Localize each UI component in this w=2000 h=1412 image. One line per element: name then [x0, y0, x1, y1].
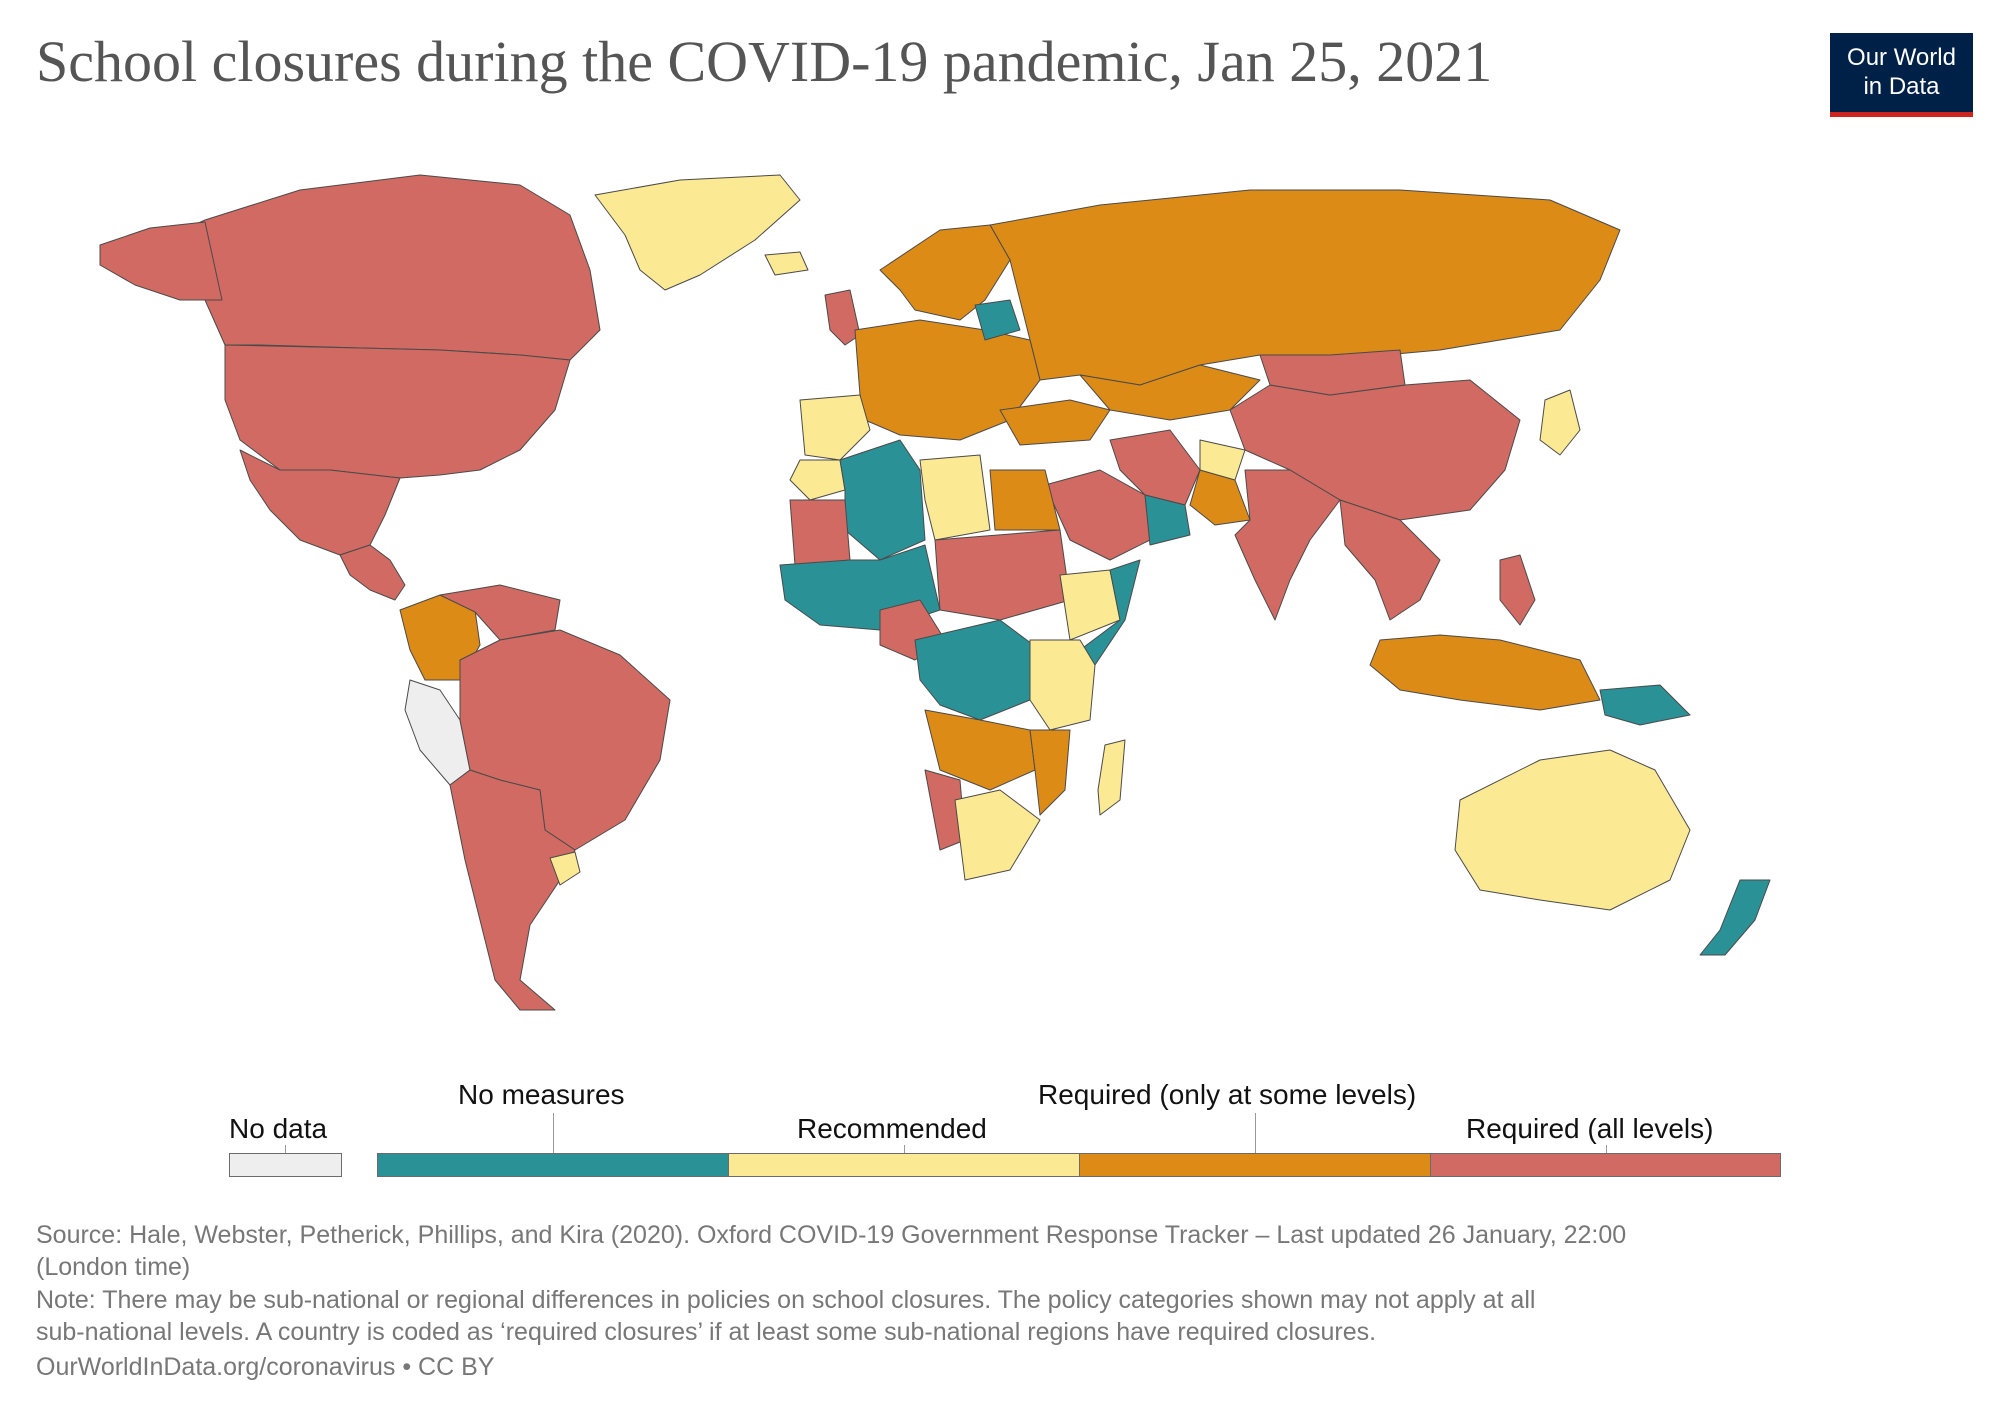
- region-mauritania[interactable]: [789, 499, 851, 566]
- region-turkey[interactable]: [999, 399, 1111, 446]
- region-scandinavia[interactable]: [879, 224, 1011, 321]
- region-east-africa[interactable]: [1029, 639, 1096, 731]
- legend-swatch-required-all[interactable]: [1430, 1153, 1781, 1177]
- region-united-kingdom[interactable]: [824, 289, 861, 346]
- region-australia[interactable]: [1454, 749, 1691, 911]
- region-belarus[interactable]: [974, 299, 1021, 341]
- region-venezuela[interactable]: [439, 584, 561, 641]
- region-algeria[interactable]: [839, 439, 926, 561]
- legend-swatch-recommended[interactable]: [728, 1153, 1080, 1177]
- region-southeast-asia[interactable]: [1339, 499, 1441, 621]
- region-new-zealand[interactable]: [1699, 879, 1771, 956]
- region-united-states[interactable]: [224, 344, 571, 479]
- map-regions: [99, 174, 1771, 1011]
- region-japan[interactable]: [1539, 389, 1581, 456]
- credit-line[interactable]: OurWorldInData.org/coronavirus • CC BY: [36, 1353, 495, 1381]
- region-afghanistan[interactable]: [1199, 439, 1246, 481]
- legend-label-required-some: Required (only at some levels): [1038, 1079, 1417, 1110]
- chart-title: School closures during the COVID-19 pand…: [36, 29, 1493, 94]
- logo-line-1: Our World: [1847, 44, 1956, 71]
- region-alaska[interactable]: [99, 221, 223, 301]
- legend-swatch-no-measures[interactable]: [377, 1153, 729, 1177]
- legend-tick-no-measures: [553, 1113, 554, 1153]
- world-map: [99, 174, 1771, 1011]
- region-libya[interactable]: [919, 454, 991, 541]
- source-line-1: Source: Hale, Webster, Petherick, Philli…: [36, 1221, 1627, 1249]
- note-line-2: sub-national levels. A country is coded …: [36, 1318, 1377, 1346]
- legend-tick-recommended: [904, 1145, 905, 1153]
- source-line-2: (London time): [36, 1253, 191, 1281]
- legend-label-no-measures: No measures: [458, 1079, 625, 1110]
- region-mozambique[interactable]: [1029, 729, 1071, 816]
- region-south-africa[interactable]: [954, 789, 1041, 881]
- legend-label-no-data: No data: [229, 1113, 328, 1144]
- region-papua-new-guinea[interactable]: [1599, 684, 1691, 726]
- legend-label-recommended: Recommended: [797, 1113, 987, 1144]
- region-pakistan[interactable]: [1189, 469, 1251, 526]
- region-mongolia[interactable]: [1259, 349, 1406, 396]
- region-chad-sudan[interactable]: [934, 529, 1071, 621]
- logo-line-2: in Data: [1863, 73, 1940, 100]
- region-indonesia[interactable]: [1369, 634, 1601, 711]
- legend-swatch-no-data[interactable]: [229, 1153, 342, 1177]
- region-central-america[interactable]: [339, 544, 406, 601]
- region-iceland[interactable]: [764, 251, 809, 276]
- region-india[interactable]: [1234, 469, 1341, 621]
- region-iberia[interactable]: [799, 394, 871, 461]
- region-greenland[interactable]: [594, 174, 801, 291]
- region-oman[interactable]: [1144, 494, 1191, 546]
- region-egypt[interactable]: [989, 469, 1061, 531]
- note-line-1: Note: There may be sub-national or regio…: [36, 1286, 1536, 1314]
- region-argentina-chile[interactable]: [449, 769, 576, 1011]
- region-morocco[interactable]: [789, 459, 846, 501]
- region-central-africa[interactable]: [914, 619, 1041, 721]
- region-philippines[interactable]: [1499, 554, 1536, 626]
- legend-tick-required-some: [1255, 1113, 1256, 1153]
- legend-tick-no-data: [285, 1145, 286, 1153]
- owid-logo[interactable]: Our World in Data: [1830, 33, 1973, 117]
- legend-label-required-all: Required (all levels): [1466, 1113, 1714, 1144]
- legend-tick-required-all: [1606, 1145, 1607, 1153]
- legend-swatch-required-some[interactable]: [1079, 1153, 1431, 1177]
- region-uruguay[interactable]: [549, 851, 581, 886]
- region-kazakhstan[interactable]: [1079, 364, 1261, 421]
- region-madagascar[interactable]: [1097, 739, 1126, 816]
